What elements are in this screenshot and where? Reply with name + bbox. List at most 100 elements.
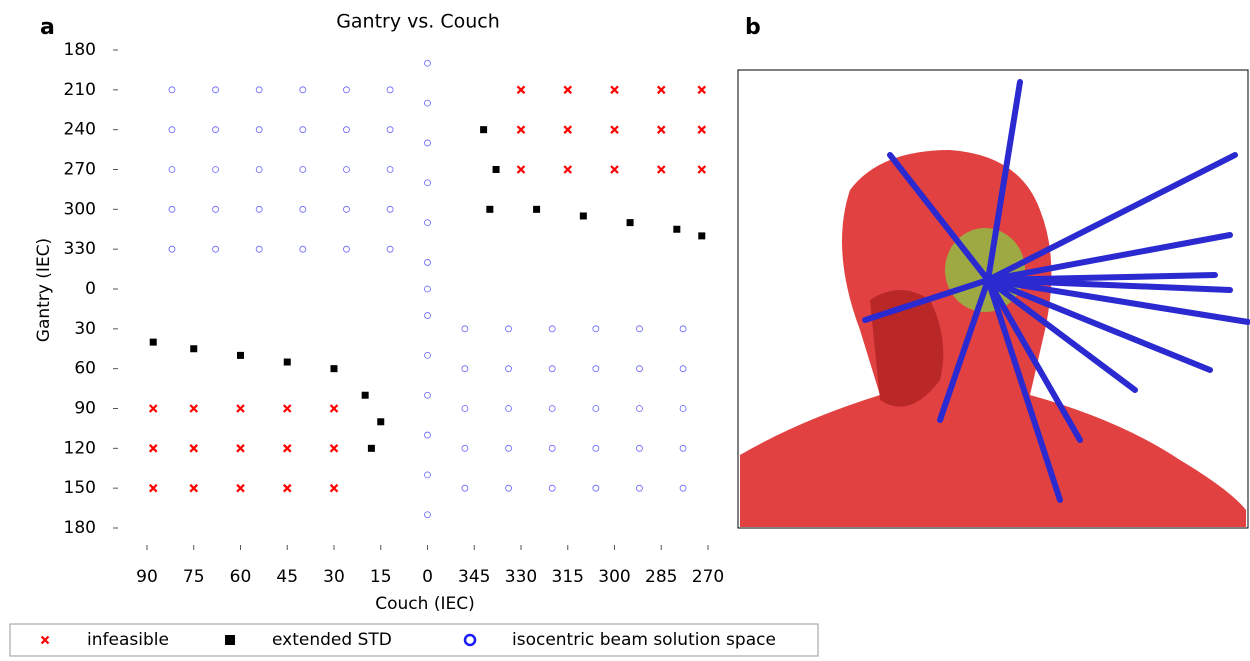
point [255,205,263,213]
y-tick-label: 270 [64,160,96,180]
panel-label: a [40,15,55,40]
point [424,99,431,107]
point [636,444,643,452]
point [424,312,431,319]
point [486,205,494,213]
point [548,325,556,333]
x-tick-label: 60 [230,567,252,587]
point [343,205,350,213]
point [656,165,666,174]
point [461,325,469,333]
point [697,125,707,134]
point [698,232,706,240]
point [255,86,263,94]
point [424,471,431,479]
x-tick-label: 75 [183,567,205,587]
point [343,166,350,173]
legend-label: infeasible [87,630,169,650]
x-tick-label: 330 [505,567,537,587]
point [679,405,687,412]
point [424,511,431,519]
point [480,126,488,134]
point [505,325,512,333]
point [673,225,681,233]
point [610,85,619,95]
point [386,245,394,253]
point [212,126,219,134]
point [533,205,541,213]
legend-marker [463,633,477,647]
point [343,86,350,94]
x-tick-label: 300 [598,567,630,587]
point [148,404,158,413]
point [697,165,707,174]
point [299,126,307,134]
point [149,338,157,346]
point [592,405,600,412]
x-tick-label: 345 [458,567,490,587]
point [636,405,643,412]
point [492,166,500,173]
x-tick-label: 270 [692,567,724,587]
point [626,219,634,227]
x-tick-label: 285 [645,567,677,587]
y-tick-label: 240 [64,120,96,140]
point [610,165,619,174]
point [461,444,469,452]
rendering-panel [737,69,1250,529]
point [424,179,431,187]
point [461,405,469,412]
point [330,365,338,373]
point [148,444,158,453]
y-tick-label: 60 [74,359,96,379]
point [255,126,263,134]
point [386,205,394,213]
point [282,483,292,493]
point [548,405,556,412]
y-tick-label: 180 [64,40,96,60]
point [299,245,307,253]
point [516,165,526,174]
point [212,86,219,94]
point [592,484,600,492]
point [579,212,587,220]
point [299,86,307,94]
point [636,325,643,333]
point [424,259,431,266]
point [636,484,643,492]
point [386,166,394,173]
point [329,444,339,453]
head-surface [740,150,1246,527]
point [610,125,619,134]
point [189,444,199,453]
y-tick-label: 330 [64,239,96,259]
legend-box [9,623,819,657]
point [516,85,526,95]
point [282,404,292,413]
legend-label: extended STD [272,630,392,650]
point [168,86,176,94]
point [592,325,600,333]
point [148,483,158,493]
point [212,205,219,213]
point [299,166,307,173]
point [548,444,556,452]
point [424,391,431,399]
x-tick-label: 90 [136,567,158,587]
legend-marker [225,635,235,645]
point [679,484,687,492]
point [236,444,245,453]
point [255,166,263,173]
point [329,483,339,493]
point [516,125,526,134]
point [636,365,643,373]
point [236,404,245,413]
panel-label: b [745,15,761,40]
point [282,444,292,453]
point [168,126,176,134]
point [386,126,394,134]
point [505,365,512,373]
chart-title: Gantry vs. Couch [336,11,500,33]
